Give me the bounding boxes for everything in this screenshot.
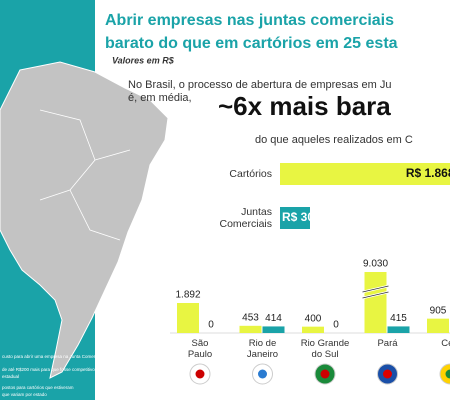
- value-label: 453: [242, 312, 259, 323]
- bar: [177, 303, 199, 333]
- category-label: Rio de Janeiro: [247, 338, 278, 360]
- state-flag: [439, 363, 450, 385]
- bar: [302, 326, 324, 333]
- state-flag-emblem: [258, 369, 267, 379]
- bar: [280, 207, 310, 229]
- bar: [280, 163, 450, 185]
- state-flag-emblem: [195, 369, 205, 379]
- value-label: 0: [208, 320, 214, 331]
- map-borders: [39, 109, 131, 241]
- category-label: Pará: [377, 338, 398, 349]
- highlight: ~6x mais bara: [218, 91, 391, 121]
- bar: [262, 326, 285, 333]
- footnote: postos para cartórios que estiveram: [2, 385, 74, 390]
- value-label: R$ 307: [282, 210, 321, 224]
- category-label: São Paulo: [188, 338, 212, 360]
- state-flag-emblem: [445, 369, 450, 379]
- value-label: 400: [305, 313, 322, 324]
- category-label: Rio Grande do Sul: [301, 338, 350, 360]
- value-label: 9.030: [363, 259, 388, 270]
- value-label: 1.892: [175, 290, 200, 301]
- statement: do que aqueles realizados em C: [255, 134, 413, 146]
- category-label: Cartórios: [229, 168, 272, 180]
- title-line: Abrir empresas nas juntas comerciais: [105, 12, 394, 29]
- category-label: Juntas: [241, 206, 272, 218]
- bar: [364, 272, 387, 333]
- category-label: Comerciais: [219, 218, 272, 230]
- footnote: estadual: [2, 374, 19, 379]
- value-label: R$ 1.868: [406, 166, 450, 180]
- footnote: que variam por estado: [2, 392, 47, 397]
- bar: [239, 325, 262, 333]
- footnote: de até R$200 mais para que fosse competi…: [2, 367, 95, 372]
- statement: No Brasil, o processo de abertura de emp…: [128, 79, 392, 91]
- brazil-map: [0, 61, 169, 379]
- value-label: 414: [265, 313, 282, 324]
- category-label: Cea: [441, 338, 450, 349]
- state-flag-emblem: [383, 369, 392, 379]
- subtitle: Valores em R$: [112, 55, 175, 65]
- bar: [427, 318, 449, 333]
- value-label: 905: [430, 305, 447, 316]
- footnote: custo para abrir uma empresa na Junta Co…: [2, 354, 102, 359]
- bar: [387, 326, 410, 333]
- statement: é, em média,: [128, 92, 192, 104]
- value-label: 415: [390, 313, 407, 324]
- axis-break: [362, 285, 389, 299]
- state-flag-emblem: [320, 369, 330, 379]
- title-line: barato do que em cartórios em 25 esta: [105, 35, 398, 52]
- value-label: 0: [333, 320, 339, 331]
